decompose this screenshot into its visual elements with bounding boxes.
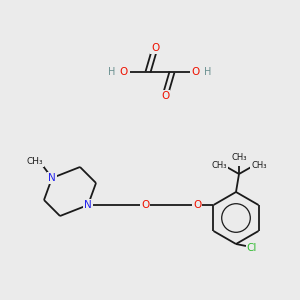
Text: Cl: Cl (247, 243, 257, 253)
Text: O: O (151, 43, 159, 53)
Text: CH₃: CH₃ (27, 158, 43, 166)
Text: N: N (84, 200, 92, 210)
Text: N: N (48, 173, 56, 183)
Text: H: H (204, 67, 212, 77)
Text: H: H (108, 67, 116, 77)
Text: CH₃: CH₃ (251, 161, 267, 170)
Text: CH₃: CH₃ (231, 154, 247, 163)
Text: O: O (120, 67, 128, 77)
Text: O: O (161, 91, 169, 101)
Text: O: O (141, 200, 149, 210)
Text: O: O (193, 200, 201, 210)
Text: O: O (192, 67, 200, 77)
Text: CH₃: CH₃ (211, 161, 227, 170)
